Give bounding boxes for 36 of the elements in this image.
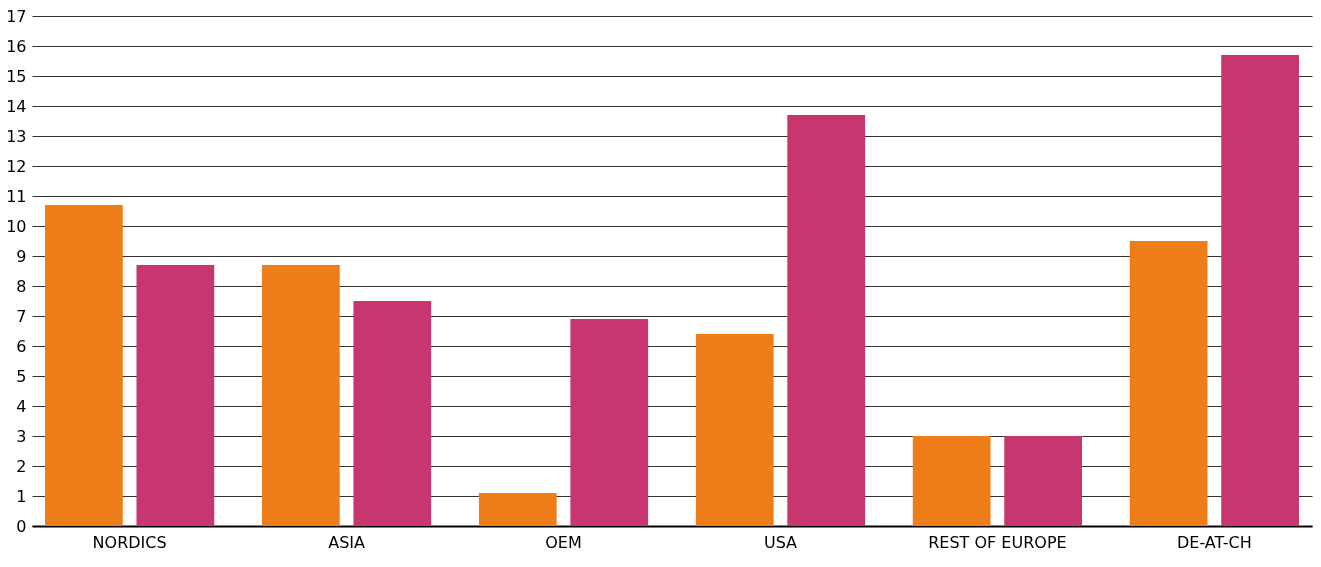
x-tick-label: REST OF EUROPE <box>928 532 1067 552</box>
bar <box>353 301 432 526</box>
bar <box>136 265 215 526</box>
x-tick-label: USA <box>763 532 798 552</box>
y-tick-label: 16 <box>6 36 27 56</box>
bar <box>478 493 557 526</box>
bar <box>1004 436 1083 526</box>
y-tick-label: 9 <box>16 246 27 266</box>
bar <box>787 115 866 526</box>
x-tick-label: DE-AT-CH <box>1176 532 1252 552</box>
bar <box>912 436 991 526</box>
y-tick-label: 1 <box>16 486 27 506</box>
x-tick-label: OEM <box>545 532 582 552</box>
y-tick-label: 12 <box>6 156 27 176</box>
y-tick-label: 8 <box>16 276 27 296</box>
bar <box>261 265 340 526</box>
y-tick-label: 7 <box>16 306 27 326</box>
y-tick-label: 2 <box>16 456 27 476</box>
y-tick-label: 13 <box>6 126 27 146</box>
y-tick-label: 0 <box>16 516 27 536</box>
x-tick-label: NORDICS <box>92 532 167 552</box>
y-tick-label: 10 <box>6 216 27 236</box>
bar <box>1221 55 1299 526</box>
y-tick-label: 5 <box>16 366 27 386</box>
y-tick-label: 14 <box>6 96 27 116</box>
x-tick-label: ASIA <box>328 532 366 552</box>
bar <box>570 319 649 526</box>
y-tick-label: 15 <box>6 66 27 86</box>
y-tick-label: 3 <box>16 426 27 446</box>
y-tick-label: 6 <box>16 336 27 356</box>
y-tick-label: 11 <box>6 186 27 206</box>
bar <box>1129 241 1208 526</box>
y-tick-label: 17 <box>6 6 27 26</box>
bar <box>695 334 774 526</box>
y-tick-label: 4 <box>16 396 27 416</box>
bar <box>45 205 123 526</box>
